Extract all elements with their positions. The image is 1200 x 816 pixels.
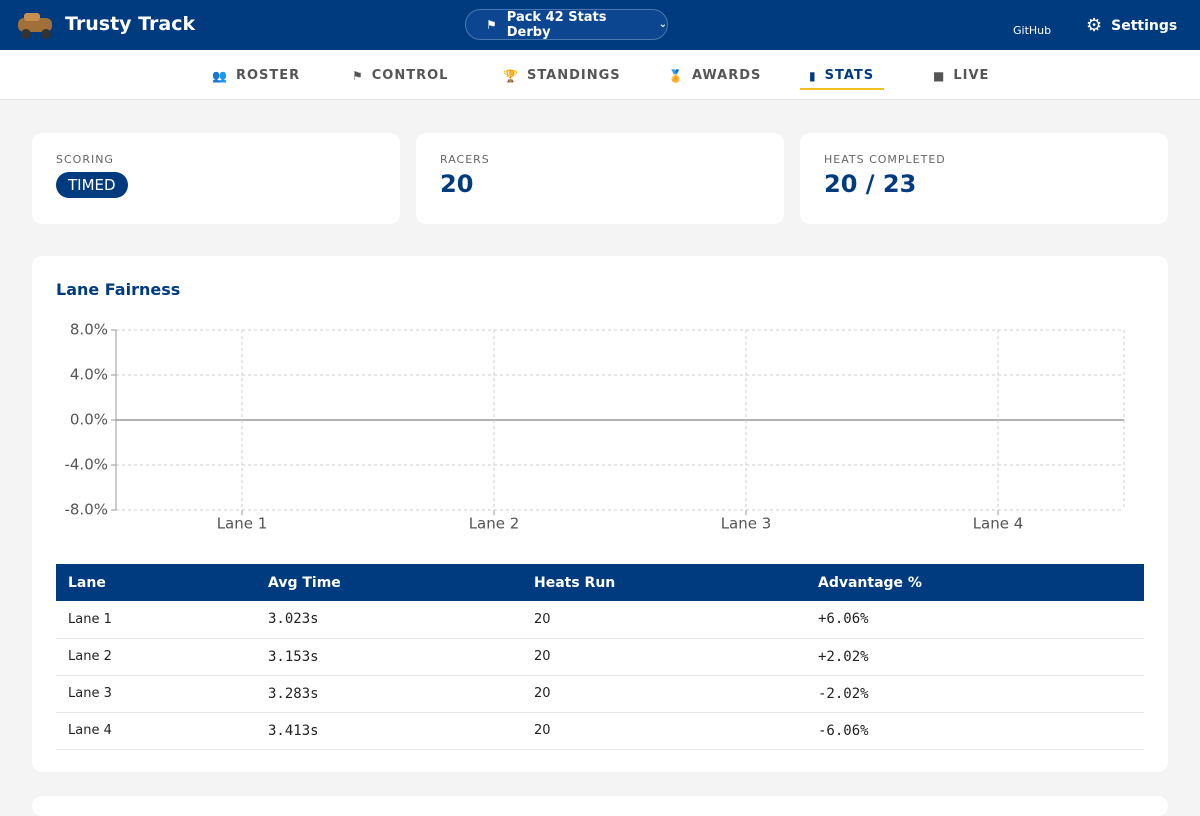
table-cell: 3.023s (256, 601, 522, 639)
x-tick-label: Lane 1 (217, 515, 268, 533)
y-tick-label: -4.0% (64, 456, 108, 474)
nav-item[interactable]: ■ LIVE (933, 68, 989, 83)
y-tick-label: 4.0% (70, 366, 108, 384)
nav-icon: ⚑ (352, 68, 364, 83)
table-cell: 20 (522, 675, 806, 713)
stat-label: SCORING (56, 153, 114, 166)
stat-card: SCORING TIMED (32, 133, 400, 224)
y-tick-label: 8.0% (70, 321, 108, 339)
table-cell: Lane 3 (56, 675, 256, 713)
stat-card: RACERS 20 (416, 133, 784, 224)
table-cell: -2.02% (806, 675, 1144, 713)
table-cell: Lane 4 (56, 712, 256, 750)
table-cell: Lane 1 (56, 601, 256, 639)
brand: Trusty Track (65, 13, 196, 35)
nav-icon: 👥 (212, 68, 228, 83)
nav-item[interactable]: 👥 ROSTER (212, 68, 300, 83)
x-tick-label: Lane 3 (721, 515, 772, 533)
nav-label: AWARDS (691, 68, 762, 83)
settings-button[interactable]: ⚙ Settings (1086, 15, 1178, 36)
nav-icon: 🏆 (503, 68, 519, 83)
chart-title: Lane Fairness (56, 280, 181, 299)
lane-table: Lane Avg Time Heats Run Advantage % Lane 1 3.… (56, 564, 1144, 750)
table-cell: 20 (522, 712, 806, 750)
column-header: Lane (56, 564, 256, 601)
column-header: Heats Run (522, 564, 806, 601)
table-cell: 3.283s (256, 675, 522, 713)
chart: -8.0% -4.0% 0.0% 4.0% 8.0% Lane 1 Lane 2 Lane 3… (64, 321, 1125, 533)
active-underline (800, 88, 884, 90)
column-header: Avg Time (256, 564, 522, 601)
nav-label: LIVE (953, 68, 990, 83)
x-tick-label: Lane 4 (973, 515, 1024, 533)
y-tick-label: 0.0% (70, 411, 108, 429)
settings-label: Settings (1111, 17, 1178, 34)
logo (18, 13, 52, 39)
stat-label: HEATS COMPLETED (824, 153, 946, 166)
stat-value: TIMED (56, 172, 128, 198)
github-link[interactable]: GitHub (1013, 24, 1052, 37)
nav-item[interactable]: ⚑ CONTROL (352, 68, 448, 83)
table-cell: +2.02% (806, 638, 1144, 676)
nav-item[interactable]: ▮ STATS (800, 68, 884, 90)
nav-bar: 👥 ROSTER ⚑ CONTROL 🏆 STANDINGS 🏅 AWARDS ▮ STATS ■ L… (0, 50, 1200, 100)
nav-icon: 🏅 (668, 68, 684, 83)
table-cell: 20 (522, 638, 806, 676)
table-row: Lane 1 3.023s 20 +6.06% (56, 601, 1144, 639)
nav-label: STATS (824, 68, 875, 83)
table-cell: +6.06% (806, 601, 1144, 639)
x-tick-label: Lane 2 (469, 515, 520, 533)
column-header: Advantage % (806, 564, 1144, 601)
stat-value: 20 (440, 170, 474, 198)
stat-value: 20 / 23 (824, 170, 917, 198)
nav-icon: ■ (933, 68, 946, 83)
nav-label: CONTROL (371, 68, 449, 83)
table-cell: 3.153s (256, 638, 522, 676)
table-cell: -6.06% (806, 712, 1144, 750)
header: Trusty Track ⚑ Pack 42 Stats Derby ⌄ GitHu… (0, 0, 1200, 50)
table-cell: 20 (522, 601, 806, 639)
table-row: Lane 3 3.283s 20 -2.02% (56, 675, 1144, 713)
stat-card: HEATS COMPLETED 20 / 23 (800, 133, 1168, 224)
event-name: Pack 42 Stats Derby (506, 9, 607, 40)
nav-icon: ▮ (809, 68, 817, 83)
event-selector[interactable]: ⚑ Pack 42 Stats Derby ⌄ (465, 9, 668, 40)
nav-label: ROSTER (235, 68, 301, 83)
table-cell: 3.413s (256, 712, 522, 750)
nav-item[interactable]: 🏅 AWARDS (668, 68, 761, 83)
nav-label: STANDINGS (526, 68, 621, 83)
stat-label: RACERS (440, 153, 490, 166)
y-tick-label: -8.0% (64, 501, 108, 519)
next-card (32, 796, 1168, 816)
table-row: Lane 4 3.413s 20 -6.06% (56, 712, 1144, 750)
nav-item[interactable]: 🏆 STANDINGS (503, 68, 621, 83)
table-cell: Lane 2 (56, 638, 256, 676)
table-row: Lane 2 3.153s 20 +2.02% (56, 638, 1144, 676)
